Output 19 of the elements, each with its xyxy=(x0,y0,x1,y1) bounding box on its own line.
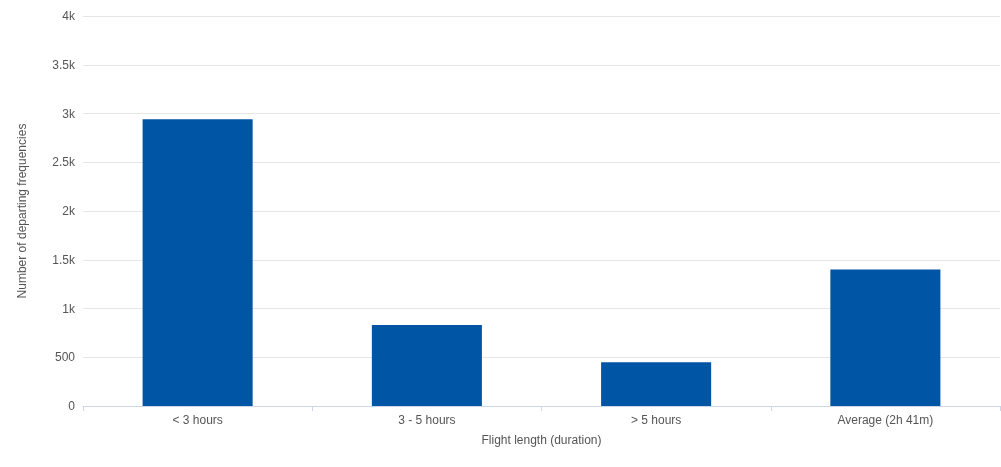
y-tick-label: 4k xyxy=(62,9,76,23)
y-tick-label: 2k xyxy=(62,204,76,218)
bar xyxy=(601,362,712,406)
y-tick-label: 1k xyxy=(62,301,76,316)
y-tick-label: 1.5k xyxy=(52,252,76,267)
y-tick-label: 3.5k xyxy=(52,57,76,72)
bar xyxy=(830,269,941,406)
y-tick-label: 500 xyxy=(54,350,76,365)
y-tick-label: 3k xyxy=(62,106,76,121)
x-tick-label: > 5 hours xyxy=(630,413,682,427)
x-tick-label: < 3 hours xyxy=(172,413,223,427)
y-axis-title: Number of departing frequencies xyxy=(15,123,29,299)
x-tick-label: Average (2h 41m) xyxy=(837,413,934,427)
x-tick-label: 3 - 5 hours xyxy=(398,413,456,427)
bar xyxy=(371,325,482,406)
bar xyxy=(142,119,253,406)
y-tick-label: 0 xyxy=(68,399,76,413)
x-axis-title: Flight length (duration) xyxy=(481,433,602,447)
y-tick-label: 2.5k xyxy=(52,155,76,170)
